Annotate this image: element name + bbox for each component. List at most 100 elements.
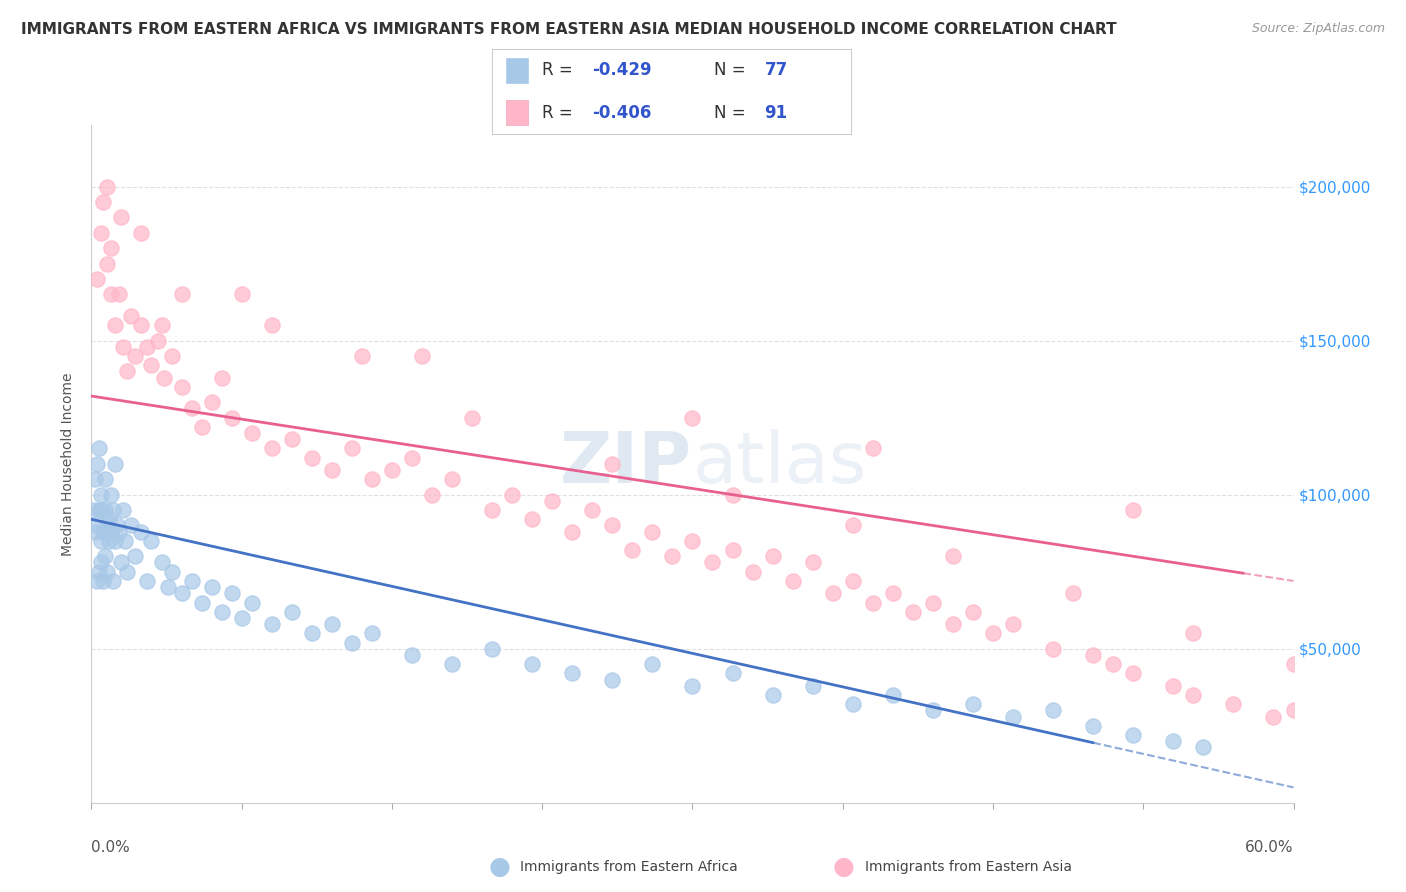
Point — [801, 556, 824, 570]
Point — [281, 432, 304, 446]
Point — [201, 395, 224, 409]
Point — [121, 309, 143, 323]
Point — [681, 533, 703, 548]
Point — [82, 503, 104, 517]
Point — [420, 488, 443, 502]
Point — [1042, 641, 1064, 656]
Text: ZIP: ZIP — [560, 429, 692, 499]
Point — [90, 488, 112, 502]
Point — [150, 318, 173, 333]
Point — [170, 586, 193, 600]
Point — [401, 450, 423, 465]
Point — [104, 318, 127, 333]
Point — [922, 703, 945, 717]
Point — [721, 543, 744, 558]
Point — [1001, 617, 1024, 632]
Point — [94, 549, 117, 564]
Point — [90, 556, 112, 570]
Point — [641, 524, 664, 539]
Point — [501, 488, 523, 502]
Point — [90, 533, 112, 548]
Point — [100, 241, 122, 255]
Point — [962, 605, 984, 619]
Text: Immigrants from Eastern Africa: Immigrants from Eastern Africa — [520, 860, 738, 874]
Point — [260, 442, 283, 456]
Point — [1192, 740, 1215, 755]
Text: 0.0%: 0.0% — [91, 840, 131, 855]
Point — [602, 673, 624, 687]
Point — [201, 580, 224, 594]
Point — [862, 595, 884, 609]
Y-axis label: Median Household Income: Median Household Income — [62, 372, 76, 556]
Text: -0.429: -0.429 — [592, 62, 652, 79]
Point — [114, 533, 136, 548]
Text: -0.406: -0.406 — [592, 103, 652, 121]
Point — [96, 256, 118, 270]
Point — [90, 503, 112, 517]
Point — [1042, 703, 1064, 717]
Point — [360, 472, 382, 486]
Point — [1062, 586, 1084, 600]
Point — [96, 179, 118, 194]
Point — [156, 580, 179, 594]
Point — [190, 595, 212, 609]
Text: atlas: atlas — [692, 429, 868, 499]
Point — [124, 549, 146, 564]
Point — [110, 556, 132, 570]
Point — [882, 688, 904, 702]
Point — [160, 565, 183, 579]
Point — [86, 457, 108, 471]
Point — [260, 318, 283, 333]
Point — [231, 287, 253, 301]
Point — [1182, 688, 1205, 702]
Point — [221, 586, 243, 600]
Point — [411, 349, 433, 363]
Text: 60.0%: 60.0% — [1246, 840, 1294, 855]
Point — [962, 697, 984, 711]
Text: 91: 91 — [765, 103, 787, 121]
Point — [96, 518, 118, 533]
Point — [841, 697, 863, 711]
Point — [1222, 697, 1244, 711]
Point — [93, 194, 115, 209]
Point — [440, 657, 463, 672]
Point — [131, 226, 153, 240]
Point — [321, 617, 343, 632]
Point — [112, 340, 135, 354]
Point — [481, 641, 503, 656]
Point — [762, 549, 785, 564]
Point — [481, 503, 503, 517]
Point — [121, 518, 143, 533]
Point — [301, 450, 323, 465]
Point — [84, 472, 107, 486]
Point — [170, 287, 193, 301]
Point — [440, 472, 463, 486]
Point — [1083, 648, 1105, 662]
Point — [1083, 719, 1105, 733]
Point — [681, 679, 703, 693]
Point — [211, 370, 233, 384]
Text: N =: N = — [714, 62, 751, 79]
Text: ●: ● — [488, 855, 510, 879]
Point — [401, 648, 423, 662]
Point — [180, 574, 202, 588]
Point — [841, 574, 863, 588]
Point — [702, 556, 724, 570]
Text: Source: ZipAtlas.com: Source: ZipAtlas.com — [1251, 22, 1385, 36]
Point — [93, 524, 115, 539]
Point — [104, 457, 127, 471]
Point — [661, 549, 683, 564]
Point — [131, 524, 153, 539]
Point — [1282, 657, 1305, 672]
Text: ●: ● — [832, 855, 855, 879]
Point — [89, 565, 111, 579]
Point — [350, 349, 373, 363]
Point — [231, 611, 253, 625]
Point — [170, 380, 193, 394]
Point — [602, 518, 624, 533]
Point — [89, 503, 111, 517]
Point — [98, 512, 121, 526]
Point — [150, 556, 173, 570]
Point — [340, 635, 363, 649]
Point — [561, 666, 583, 681]
